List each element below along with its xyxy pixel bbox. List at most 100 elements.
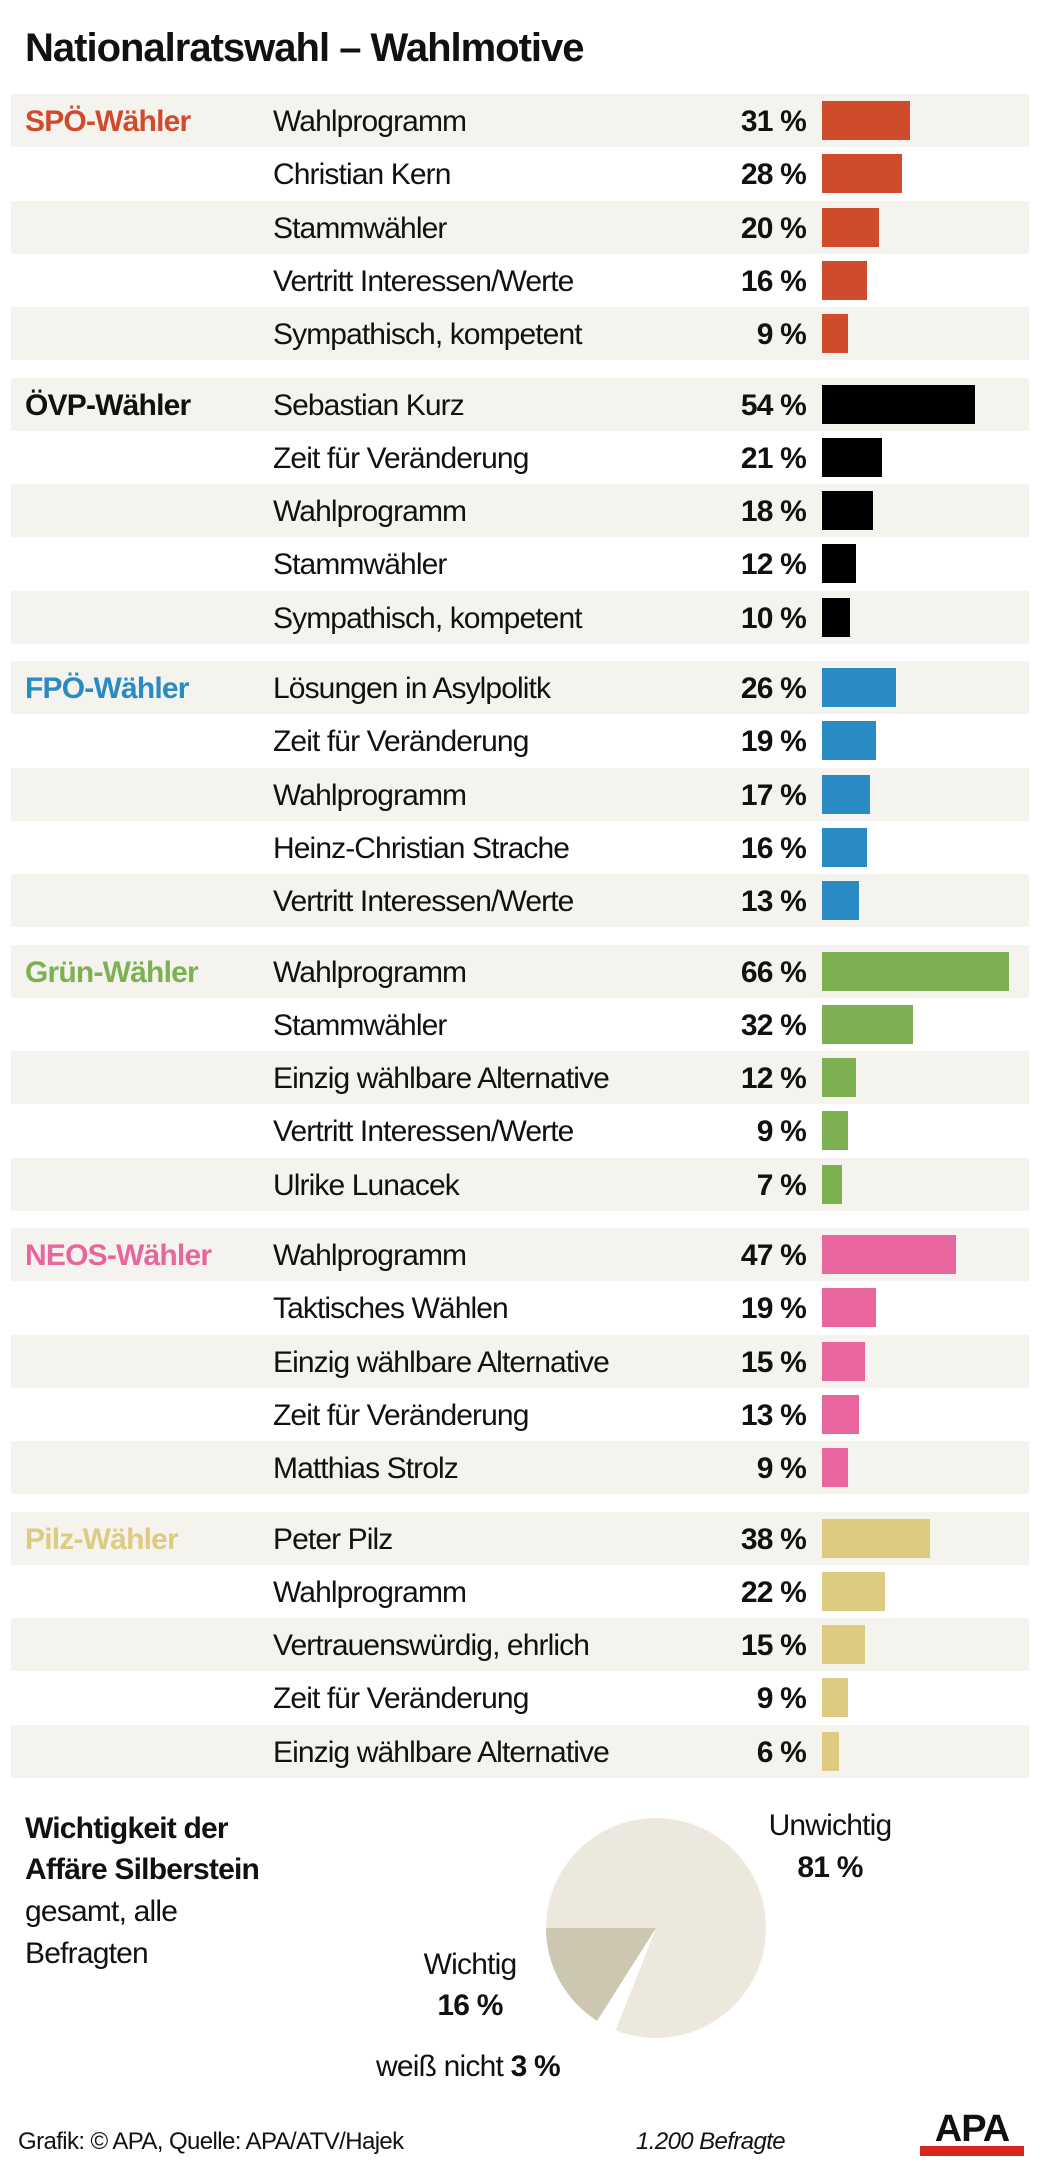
value-label: 16 %: [740, 264, 807, 298]
table-row: Zeit für Veränderung 19 %: [11, 714, 1029, 767]
bar: [822, 1448, 848, 1488]
label-unwichtig: Unwichtig: [768, 1809, 893, 1842]
item-label: Lösungen in Asylpolitk: [273, 672, 551, 705]
bar: [822, 154, 902, 194]
bar: [822, 207, 879, 247]
table-row: Zeit für Veränderung 13 %: [11, 1388, 1029, 1441]
value-label: 19 %: [740, 725, 807, 759]
bar: [822, 1341, 865, 1381]
value-label: 28 %: [740, 158, 807, 192]
pie-subtitle-line-1: gesamt, alle: [25, 1895, 178, 1928]
label-weiss-nicht: weiß nicht 3 %: [376, 2050, 561, 2084]
value-label: 26 %: [740, 672, 807, 705]
item-label: Vertritt Interessen/Werte: [273, 885, 574, 919]
table-row: Einzig wählbare Alternative 6 %: [11, 1724, 1029, 1778]
item-label: Sebastian Kurz: [273, 388, 465, 422]
group-label: FPÖ-Wähler: [25, 672, 189, 705]
item-label: Zeit für Veränderung: [273, 1398, 529, 1432]
item-label: Peter Pilz: [273, 1522, 393, 1556]
value-label: 10 %: [740, 601, 807, 635]
item-label: Matthias Strolz: [273, 1452, 459, 1486]
table-row: Einzig wählbare Alternative 12 %: [11, 1051, 1029, 1105]
value-label: 47 %: [740, 1239, 807, 1272]
pie-slice-wei-nicht: [597, 1928, 656, 2031]
value-label: 6 %: [756, 1735, 807, 1769]
item-label: Stammwähler: [273, 1008, 447, 1042]
value-label: 9 %: [756, 1682, 807, 1716]
table-row: Taktisches Wählen 19 %: [11, 1281, 1029, 1334]
table-row: Wahlprogramm 22 %: [11, 1565, 1029, 1618]
table-row: Pilz-Wähler Peter Pilz 38 %: [11, 1511, 1029, 1565]
table-row: Vertritt Interessen/Werte 16 %: [11, 254, 1029, 307]
table-row: Zeit für Veränderung 21 %: [11, 431, 1029, 484]
table-row: Stammwähler 20 %: [11, 200, 1029, 254]
item-label: Einzig wählbare Alternative: [273, 1345, 610, 1379]
item-label: Vertritt Interessen/Werte: [273, 264, 574, 298]
item-label: Sympathisch, kompetent: [273, 318, 583, 352]
bar: [822, 1518, 930, 1558]
value-label: 13 %: [740, 885, 807, 919]
value-unwichtig: 81 %: [797, 1851, 863, 1884]
item-label: Stammwähler: [273, 211, 447, 245]
table-row: Grün-Wähler Wahlprogramm 66 %: [11, 944, 1029, 998]
pie-title-line-1: Wichtigkeit der: [25, 1812, 229, 1845]
bar: [822, 881, 859, 921]
bar: [822, 314, 848, 354]
bar: [822, 260, 868, 300]
value-label: 54 %: [740, 388, 807, 422]
value-label: 15 %: [740, 1345, 807, 1379]
value-wichtig: 16 %: [437, 1989, 503, 2022]
group-label: NEOS-Wähler: [25, 1239, 212, 1272]
item-label: Zeit für Veränderung: [273, 1682, 529, 1716]
table-row: SPÖ-Wähler Wahlprogramm 31 %: [11, 94, 1029, 147]
value-label: 32 %: [740, 1008, 807, 1042]
table-row: Wahlprogramm 18 %: [11, 484, 1029, 538]
bar: [822, 1731, 839, 1771]
bar: [822, 1111, 848, 1151]
bar: [822, 951, 1010, 991]
item-label: Heinz-Christian Strache: [273, 831, 570, 865]
bar: [822, 1625, 865, 1665]
value-label: 22 %: [740, 1575, 807, 1609]
bar: [822, 491, 874, 531]
value-label: 15 %: [740, 1629, 807, 1663]
table-row: FPÖ-Wähler Lösungen in Asylpolitk 26 %: [11, 661, 1029, 714]
item-label: Stammwähler: [273, 548, 447, 582]
pie-subtitle-line-2: Befragten: [25, 1937, 149, 1970]
table-row: Zeit für Veränderung 9 %: [11, 1671, 1029, 1724]
item-label: Vertrauenswürdig, ehrlich: [273, 1629, 590, 1663]
value-label: 12 %: [740, 1062, 807, 1096]
value-label: 9 %: [756, 1115, 807, 1149]
table-row: Wahlprogramm 17 %: [11, 767, 1029, 821]
value-label: 31 %: [740, 105, 807, 138]
value-label: 21 %: [740, 441, 807, 475]
value-label: 12 %: [740, 548, 807, 582]
item-label: Christian Kern: [273, 158, 451, 192]
group-label: ÖVP-Wähler: [25, 388, 191, 422]
apa-logo-text: APA: [934, 2108, 1010, 2150]
table-row: Christian Kern 28 %: [11, 147, 1029, 200]
item-label: Zeit für Veränderung: [273, 725, 529, 759]
label-weiss-nicht-text: weiß nicht: [376, 2050, 504, 2083]
bar: [822, 721, 876, 761]
item-label: Wahlprogramm: [273, 1239, 467, 1272]
label-wichtig: Wichtig: [423, 1948, 518, 1981]
item-label: Sympathisch, kompetent: [273, 601, 583, 635]
group-label: Pilz-Wähler: [25, 1522, 179, 1556]
table-row: Heinz-Christian Strache 16 %: [11, 821, 1029, 874]
bar: [822, 1678, 848, 1718]
table-row: Stammwähler 12 %: [11, 537, 1029, 590]
item-label: Wahlprogramm: [273, 495, 467, 529]
item-label: Wahlprogramm: [273, 1575, 467, 1609]
table-row: NEOS-Wähler Wahlprogramm 47 %: [11, 1228, 1029, 1281]
value-label: 18 %: [740, 495, 807, 529]
table-row: Sympathisch, kompetent 9 %: [11, 307, 1029, 361]
sample-size: 1.200 Befragte: [636, 2128, 786, 2155]
item-label: Ulrike Lunacek: [273, 1168, 460, 1202]
value-weiss-nicht: 3 %: [510, 2050, 561, 2083]
value-label: 20 %: [740, 211, 807, 245]
table-row: Stammwähler 32 %: [11, 998, 1029, 1051]
bar: [822, 101, 910, 140]
value-label: 19 %: [740, 1292, 807, 1326]
source-credit: Grafik: © APA, Quelle: APA/ATV/Hajek: [18, 2128, 404, 2155]
